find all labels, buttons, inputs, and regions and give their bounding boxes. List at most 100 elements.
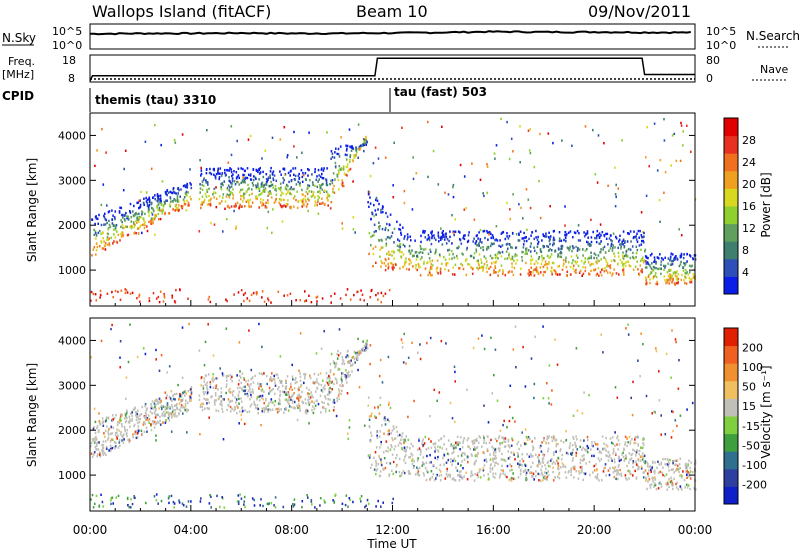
- heatmap-cell: [238, 207, 240, 210]
- heatmap-cell: [222, 193, 225, 196]
- heatmap-cell: [398, 249, 401, 252]
- heatmap-cell: [267, 176, 270, 179]
- heatmap-cell: [608, 455, 610, 459]
- heatmap-cell: [99, 296, 101, 299]
- heatmap-cell: [539, 132, 541, 136]
- heatmap-cell: [90, 299, 92, 302]
- heatmap-cell: [392, 497, 394, 501]
- heatmap-cell: [405, 450, 407, 453]
- heatmap-cell: [100, 203, 103, 207]
- heatmap-cell: [199, 191, 201, 194]
- heatmap-cell: [101, 420, 104, 424]
- heatmap-cell: [103, 223, 105, 226]
- heatmap-cell: [411, 341, 413, 344]
- heatmap-cell: [430, 461, 432, 464]
- heatmap-cell: [324, 388, 326, 391]
- heatmap-cell: [371, 212, 374, 215]
- heatmap-cell: [520, 463, 522, 467]
- heatmap-cell: [98, 441, 100, 444]
- heatmap-cell: [148, 417, 151, 421]
- heatmap-cell: [517, 453, 519, 457]
- heatmap-cell: [590, 218, 592, 221]
- heatmap-cell: [388, 223, 391, 227]
- heatmap-cell: [529, 206, 532, 210]
- heatmap-cell: [198, 349, 201, 352]
- heatmap-cell: [162, 405, 165, 408]
- heatmap-cell: [307, 174, 309, 177]
- heatmap-cell: [405, 257, 407, 260]
- heatmap-cell: [158, 198, 160, 201]
- heatmap-cell: [548, 261, 550, 264]
- heatmap-cell: [541, 473, 543, 476]
- heatmap-cell: [138, 227, 140, 230]
- heatmap-cell: [525, 250, 528, 253]
- heatmap-cell: [568, 247, 571, 250]
- heatmap-cell: [385, 242, 388, 245]
- heatmap-cell: [299, 385, 302, 388]
- heatmap-cell: [531, 475, 533, 478]
- heatmap-cell: [445, 473, 448, 476]
- heatmap-cell: [665, 482, 667, 486]
- heatmap-cell: [526, 252, 528, 255]
- heatmap-cell: [552, 141, 554, 145]
- heatmap-cell: [623, 448, 625, 451]
- heatmap-cell: [204, 340, 207, 344]
- heatmap-cell: [122, 436, 124, 439]
- heatmap-cell: [451, 478, 454, 481]
- heatmap-cell: [201, 408, 204, 412]
- heatmap-cell: [507, 247, 509, 250]
- heatmap-cell: [628, 435, 631, 439]
- heatmap-cell: [477, 337, 480, 340]
- heatmap-cell: [393, 448, 396, 451]
- heatmap-cell: [493, 457, 495, 460]
- heatmap-cell: [629, 256, 632, 260]
- heatmap-cell: [501, 458, 504, 461]
- heatmap-cell: [607, 243, 609, 246]
- heatmap-cell: [464, 259, 467, 263]
- heatmap-cell: [273, 504, 275, 507]
- heatmap-cell: [231, 177, 234, 180]
- heatmap-cell: [649, 486, 652, 489]
- heatmap-cell: [227, 374, 230, 377]
- heatmap-cell: [470, 453, 473, 456]
- heatmap-cell: [281, 384, 284, 388]
- heatmap-cell: [448, 239, 450, 243]
- heatmap-cell: [371, 412, 373, 415]
- heatmap-cell: [659, 220, 661, 223]
- heatmap-cell: [299, 184, 301, 187]
- heatmap-cell: [623, 457, 626, 461]
- heatmap-cell: [626, 464, 628, 468]
- heatmap-cell: [680, 486, 682, 490]
- heatmap-cell: [487, 435, 489, 438]
- heatmap-cell: [631, 438, 633, 441]
- heatmap-cell: [544, 464, 546, 467]
- heatmap-cell: [499, 474, 501, 477]
- heatmap-cell: [218, 395, 220, 398]
- heatmap-cell: [575, 254, 578, 257]
- heatmap-cell: [486, 165, 489, 169]
- heatmap-cell: [402, 226, 404, 229]
- heatmap-cell: [606, 232, 609, 236]
- heatmap-cell: [473, 439, 476, 442]
- heatmap-cell: [225, 376, 228, 379]
- heatmap-cell: [263, 408, 266, 411]
- heatmap-cell: [112, 214, 114, 217]
- heatmap-cell: [548, 239, 551, 243]
- heatmap-cell: [296, 156, 298, 159]
- heatmap-cell: [302, 197, 305, 201]
- heatmap-cell: [508, 270, 511, 273]
- heatmap-cell: [612, 449, 615, 453]
- heatmap-cell: [107, 232, 109, 236]
- heatmap-cell: [542, 479, 544, 482]
- heatmap-cell: [678, 470, 680, 474]
- heatmap-cell: [430, 242, 433, 246]
- y-tick-label: 3000: [58, 379, 86, 392]
- heatmap-cell: [282, 181, 285, 184]
- heatmap-cell: [577, 264, 580, 268]
- heatmap-cell: [202, 184, 205, 188]
- heatmap-cell: [533, 237, 535, 241]
- heatmap-cell: [535, 266, 538, 269]
- heatmap-cell: [416, 473, 419, 476]
- heatmap-cell: [468, 445, 470, 449]
- heatmap-cell: [279, 189, 282, 192]
